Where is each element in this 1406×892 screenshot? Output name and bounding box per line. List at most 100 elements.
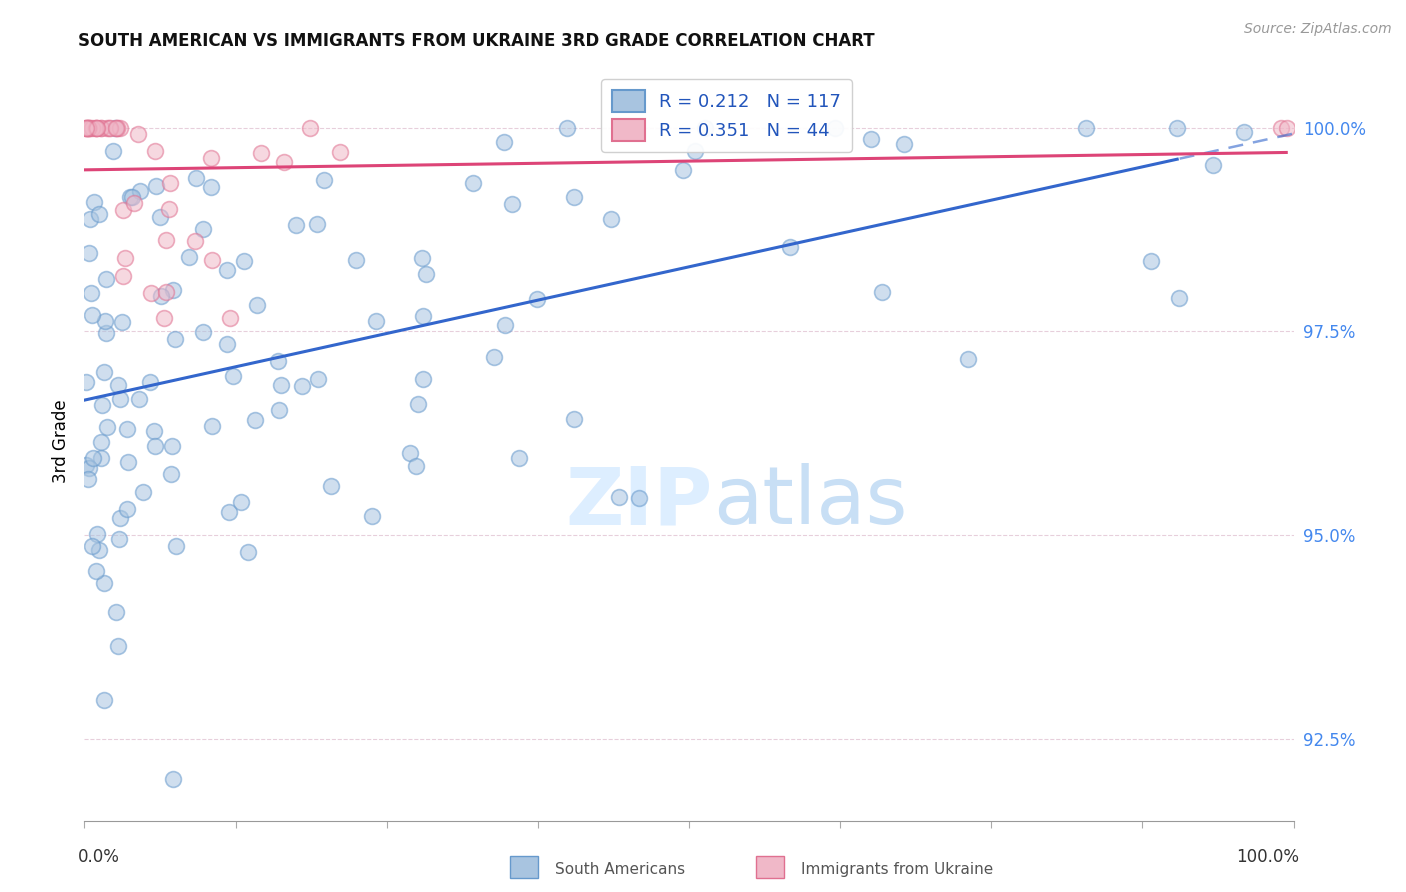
Point — [508, 451, 530, 466]
Point — [412, 372, 434, 386]
Point — [91, 398, 114, 412]
Text: Immigrants from Ukraine: Immigrants from Ukraine — [801, 863, 994, 877]
Point — [107, 639, 129, 653]
Point — [105, 120, 128, 135]
Point — [77, 246, 100, 260]
Point — [80, 286, 103, 301]
Point — [96, 420, 118, 434]
Point — [84, 120, 107, 135]
Point — [145, 144, 167, 158]
Point — [184, 171, 207, 186]
Point — [201, 419, 224, 434]
Point — [160, 467, 183, 481]
Point — [132, 484, 155, 499]
Point — [87, 207, 110, 221]
Point — [1233, 125, 1256, 139]
Point — [246, 298, 269, 312]
Point — [267, 354, 290, 368]
Point — [145, 179, 167, 194]
Text: 0.0%: 0.0% — [79, 848, 120, 866]
Point — [127, 127, 149, 141]
Point — [96, 120, 118, 135]
Point — [273, 154, 295, 169]
FancyBboxPatch shape — [756, 855, 785, 879]
Point — [399, 446, 422, 460]
Point — [124, 196, 146, 211]
Point — [80, 120, 103, 135]
Point — [683, 145, 706, 159]
Point — [108, 532, 131, 546]
Point — [218, 310, 240, 325]
Point — [98, 120, 121, 135]
Point — [90, 434, 112, 449]
Point — [329, 145, 352, 159]
Point — [79, 120, 101, 135]
Point — [184, 234, 207, 248]
Point — [307, 372, 329, 386]
Point — [155, 233, 177, 247]
Point — [77, 120, 100, 135]
Y-axis label: 3rd Grade: 3rd Grade — [52, 400, 70, 483]
Point — [236, 545, 259, 559]
Point — [1140, 253, 1163, 268]
FancyBboxPatch shape — [509, 855, 538, 879]
Point — [501, 197, 523, 211]
Text: Source: ZipAtlas.com: Source: ZipAtlas.com — [1244, 22, 1392, 37]
Point — [415, 267, 437, 281]
Point — [406, 397, 429, 411]
Point — [87, 543, 110, 558]
Point — [75, 120, 97, 135]
Point — [607, 490, 630, 504]
Point — [270, 377, 292, 392]
Point — [361, 509, 384, 524]
Point — [672, 162, 695, 177]
Point — [201, 253, 224, 268]
Point — [117, 501, 139, 516]
Point — [79, 212, 101, 227]
Point — [75, 375, 97, 389]
Text: ZIP: ZIP — [565, 463, 713, 541]
Point — [1168, 291, 1191, 305]
Point — [1076, 120, 1098, 135]
Point — [114, 251, 136, 265]
Point — [599, 211, 621, 226]
Point — [319, 479, 342, 493]
Point — [121, 190, 143, 204]
Point — [82, 450, 104, 465]
Point — [107, 378, 129, 392]
Point — [412, 309, 434, 323]
Point — [145, 439, 167, 453]
Point — [233, 253, 256, 268]
Text: South Americans: South Americans — [555, 863, 686, 877]
Point — [623, 120, 645, 135]
Point — [193, 325, 215, 339]
Point — [110, 392, 132, 406]
Point — [215, 263, 238, 277]
Point — [163, 332, 186, 346]
Legend: R = 0.212   N = 117, R = 0.351   N = 44: R = 0.212 N = 117, R = 0.351 N = 44 — [602, 79, 852, 152]
Point — [108, 510, 131, 524]
Point — [94, 271, 117, 285]
Point — [105, 120, 128, 135]
Point — [1166, 120, 1188, 135]
Point — [104, 120, 127, 135]
Point — [494, 318, 516, 332]
Point — [291, 378, 314, 392]
Point — [285, 219, 308, 233]
Point — [165, 539, 187, 553]
Point — [149, 210, 172, 224]
Point — [956, 352, 979, 367]
Point — [90, 120, 112, 135]
Point — [562, 411, 585, 425]
Text: atlas: atlas — [713, 463, 907, 541]
Point — [627, 491, 650, 506]
Point — [77, 461, 100, 475]
Point — [1202, 158, 1225, 172]
Point — [80, 539, 103, 553]
Point — [86, 120, 108, 135]
Point — [482, 351, 505, 365]
Text: SOUTH AMERICAN VS IMMIGRANTS FROM UKRAINE 3RD GRADE CORRELATION CHART: SOUTH AMERICAN VS IMMIGRANTS FROM UKRAIN… — [79, 32, 875, 50]
Point — [86, 120, 108, 135]
Point — [118, 189, 141, 203]
Point — [157, 202, 180, 217]
